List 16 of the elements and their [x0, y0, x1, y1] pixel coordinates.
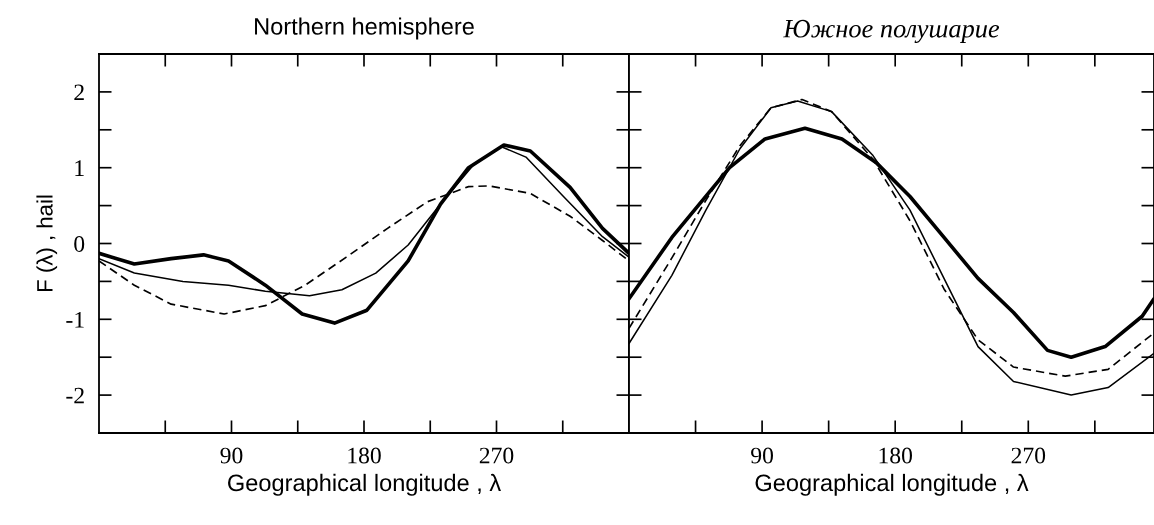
x-tick-label: 270	[1011, 447, 1046, 464]
x-axis-title: Geographical longitude , λ	[755, 473, 1029, 496]
y-tick-label: 0	[74, 235, 85, 252]
x-tick-label: 270	[479, 447, 514, 464]
x-axis-title: Geographical longitude , λ	[228, 473, 501, 496]
y-tick-label: -2	[66, 387, 84, 404]
y-tick-label: 1	[75, 160, 84, 176]
chart-title: Northern hemisphere	[255, 17, 474, 40]
x-tick-label: 180	[879, 447, 913, 464]
chart-title: Южное полушарие	[783, 19, 1000, 44]
y-tick-label: -1	[66, 311, 84, 328]
x-tick-label: 90	[220, 447, 243, 464]
x-tick-label: 180	[348, 447, 381, 464]
y-tick-label: 2	[74, 84, 84, 101]
x-tick-label: 90	[751, 447, 773, 464]
y-axis-title: F (λ) , hail	[36, 195, 58, 292]
